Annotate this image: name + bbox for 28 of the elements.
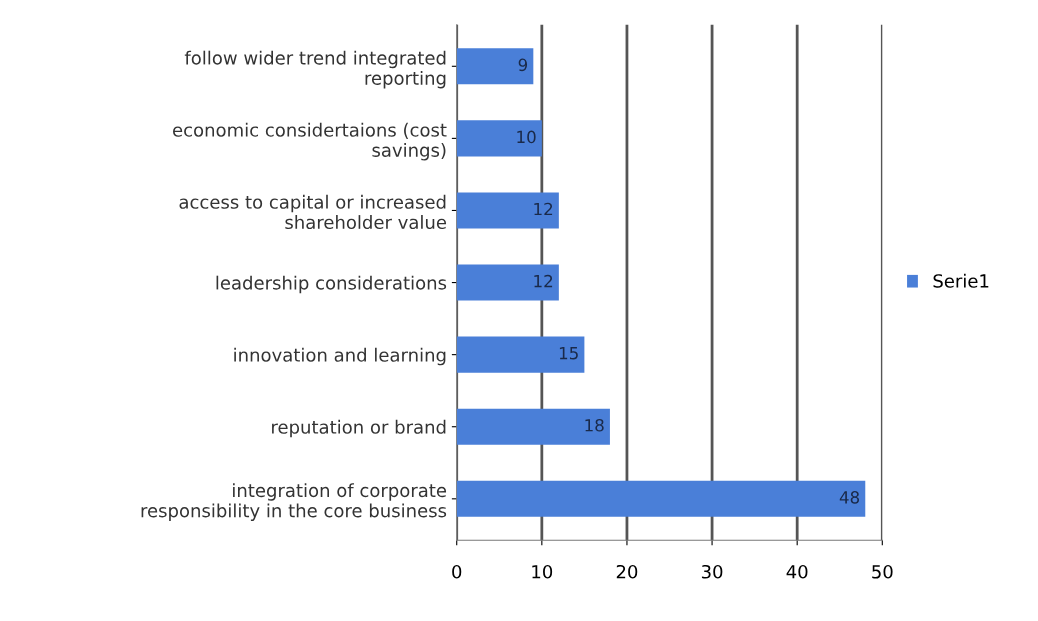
x-tick-label: 10 — [532, 564, 553, 579]
data-label: 15 — [559, 347, 578, 360]
y-tick-label: follow wider trend integrated reporting — [184, 50, 446, 89]
x-tick-label: 50 — [872, 564, 893, 579]
y-tick-label: reputation or brand — [272, 419, 446, 438]
x-tick-label: 0 — [452, 564, 462, 579]
data-label: 10 — [517, 130, 536, 144]
data-label: 18 — [585, 418, 604, 432]
legend-label: Serie1 — [933, 273, 989, 288]
data-label: 48 — [839, 491, 860, 504]
bar — [456, 120, 542, 157]
y-tick-label: leadership considerations — [216, 275, 447, 294]
x-tick-label: 20 — [616, 564, 638, 579]
bar — [456, 192, 559, 229]
data-label: 12 — [534, 202, 553, 216]
bar — [456, 408, 610, 445]
y-tick-label: innovation and learning — [234, 347, 446, 366]
y-tick-label: integration of corporate responsibility in the core business — [141, 483, 447, 521]
data-label: 9 — [518, 58, 528, 72]
bar — [456, 480, 866, 517]
y-tick-label: economic considertaions (cost savings) — [173, 122, 447, 161]
bar — [456, 48, 534, 85]
bar — [456, 264, 559, 301]
data-label: 12 — [534, 274, 553, 288]
bar — [456, 336, 585, 373]
y-tick-label: access to capital or increased shareholder value — [179, 194, 447, 230]
x-tick-label: 30 — [701, 564, 723, 579]
x-tick-label: 40 — [786, 564, 808, 579]
